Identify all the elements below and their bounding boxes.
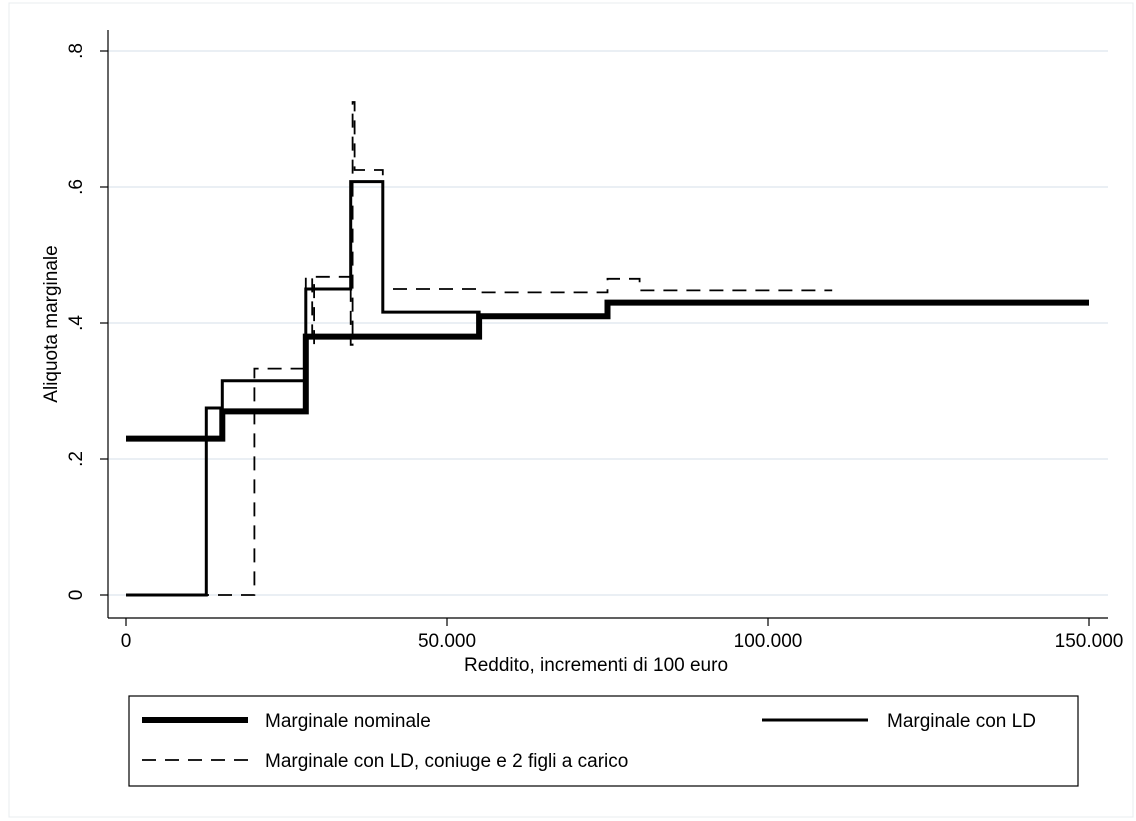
y-tick-label-1: .2 [66,451,87,467]
legend-label-coniuge: Marginale con LD, coniuge e 2 figli a ca… [265,751,628,772]
legend: Marginale nominale Marginale con LD Marg… [128,695,1079,787]
series-line-con-ld [126,180,1089,597]
x-axis-label: Reddito, incrementi di 100 euro [464,655,728,676]
outer-frame [8,2,1134,818]
y-tick-label-2: .4 [66,315,87,331]
y-tick-label-4: .8 [66,43,87,59]
x-tick-label-0: 0 [121,631,132,652]
legend-box [128,695,1079,787]
series-layer [126,101,1089,597]
axes: 0 .2 .4 .6 .8 0 50.000 100.000 150.000 [66,30,1123,652]
x-tick-label-1: 50.000 [418,631,476,652]
series-line-coniuge [126,101,833,596]
legend-label-con-ld: Marginale con LD [887,711,1036,732]
y-axis-label: Aliquota marginale [41,245,62,402]
y-tick-label-3: .6 [66,179,87,195]
grid [108,50,1108,596]
legend-label-nominale: Marginale nominale [265,711,431,732]
x-tick-label-2: 100.000 [734,631,803,652]
y-tick-label-0: 0 [66,590,87,601]
x-tick-label-3: 150.000 [1055,631,1124,652]
